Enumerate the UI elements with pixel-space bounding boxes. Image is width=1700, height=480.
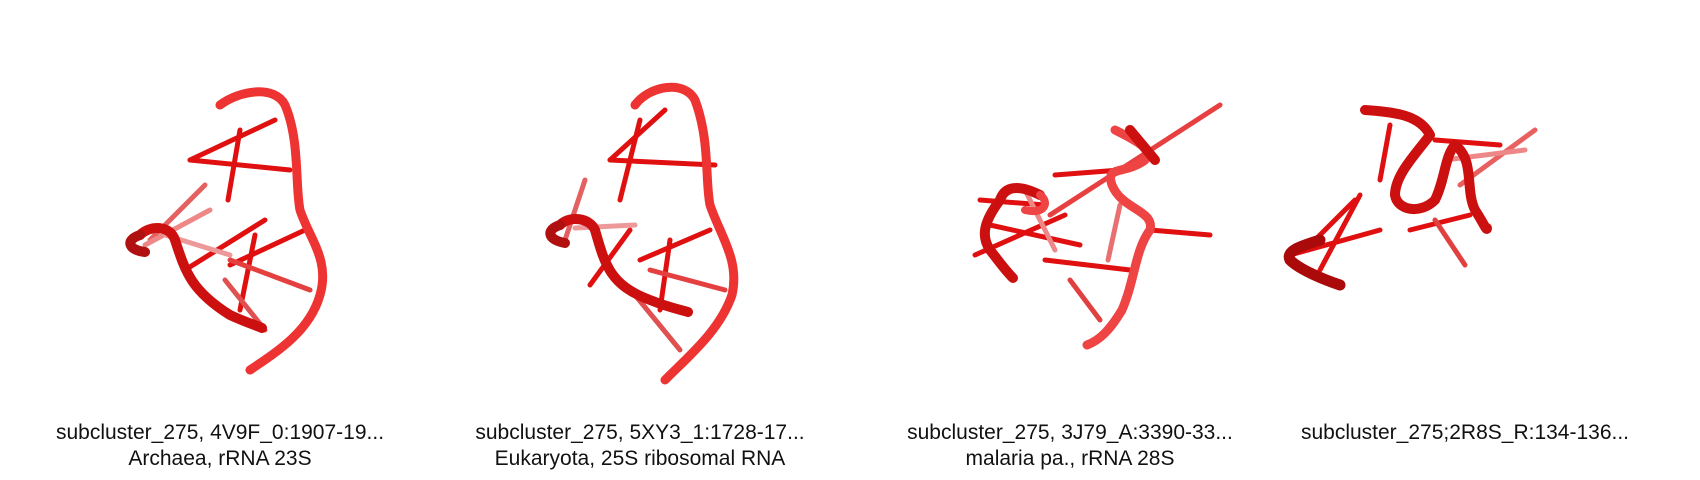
panel-caption-4: subcluster_275;2R8S_R:134-136... <box>1245 420 1685 472</box>
panel-caption-2: subcluster_275, 5XY3_1:1728-17... Eukary… <box>420 420 860 472</box>
panel-subtitle <box>1245 446 1685 472</box>
rna-structure-image-1 <box>125 87 328 375</box>
panel-subtitle: Eukaryota, 25S ribosomal RNA <box>494 447 786 470</box>
panel-title: subcluster_275, 5XY3_1:1728-17... <box>475 421 805 444</box>
panel-caption-1: subcluster_275, 4V9F_0:1907-19... Archae… <box>0 420 440 472</box>
rna-structure-image-3 <box>972 102 1223 350</box>
rna-structure-image-2 <box>545 82 739 385</box>
structure-panel-3: subcluster_275, 3J79_A:3390-33... malari… <box>850 0 1290 480</box>
panel-caption-3: subcluster_275, 3J79_A:3390-33... malari… <box>850 420 1290 472</box>
panel-subtitle: Archaea, rRNA 23S <box>128 447 312 470</box>
structure-panel-4: subcluster_275;2R8S_R:134-136... <box>1245 0 1685 480</box>
panel-title: subcluster_275, 3J79_A:3390-33... <box>907 421 1233 444</box>
panel-title: subcluster_275, 4V9F_0:1907-19... <box>55 421 385 444</box>
panel-subtitle: malaria pa., rRNA 28S <box>965 447 1175 470</box>
structure-panel-1: subcluster_275, 4V9F_0:1907-19... Archae… <box>0 0 440 480</box>
rna-structure-image-4 <box>1283 105 1538 291</box>
panel-title: subcluster_275;2R8S_R:134-136... <box>1300 421 1630 444</box>
structure-panel-2: subcluster_275, 5XY3_1:1728-17... Eukary… <box>420 0 860 480</box>
